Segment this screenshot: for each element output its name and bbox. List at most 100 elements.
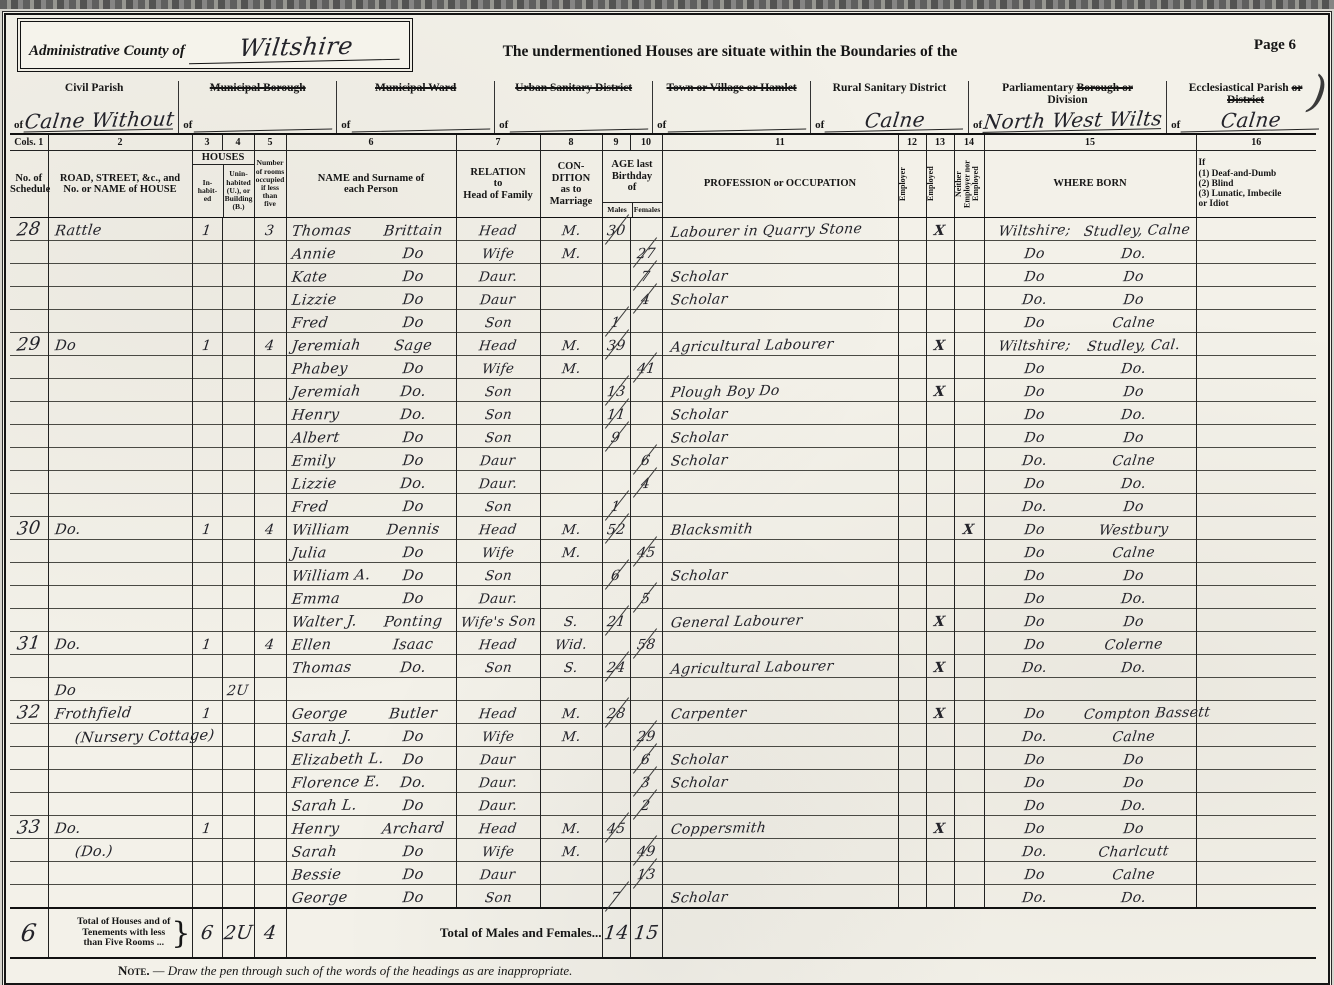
- born-place: Do: [1122, 774, 1145, 792]
- born-county: Do: [1022, 268, 1046, 286]
- person-forename: Lizzie: [290, 291, 338, 309]
- born-county: Do: [1022, 613, 1046, 631]
- sheet-header: Administrative County of Wiltshire The u…: [10, 18, 1329, 119]
- person-surname: Do: [401, 498, 425, 516]
- person-surname: Do: [401, 567, 425, 585]
- house-name: Do.: [53, 636, 82, 654]
- occupation: Agricultural Labourer: [669, 658, 834, 678]
- age-male: 11: [605, 406, 627, 424]
- header-rooms: Number of rooms occupied if less than fi…: [255, 158, 285, 209]
- person-forename: Jeremiah: [290, 337, 362, 355]
- census-sheet: Administrative County of Wiltshire The u…: [4, 13, 1330, 985]
- person-forename: George: [290, 889, 348, 907]
- age-male: 52: [605, 521, 627, 539]
- header-houses: HOUSES: [192, 151, 254, 165]
- houses-inhabited-value: 1: [201, 705, 213, 723]
- census-row: Fred Do Son 1 Do Calne: [10, 309, 1316, 333]
- district-label-part: Division: [1047, 94, 1088, 106]
- born-place: Do: [1122, 268, 1145, 286]
- col-num-7: 7: [455, 134, 540, 151]
- age-female: 49: [635, 843, 657, 861]
- district-label-line2: Division: [973, 94, 1162, 106]
- person-forename: Fred: [290, 499, 329, 516]
- person-surname: Do: [401, 429, 425, 447]
- born-place: Do: [1122, 429, 1145, 447]
- person-surname: Do: [401, 245, 425, 263]
- person-surname: Do: [401, 544, 425, 562]
- age-male: 13: [605, 383, 627, 401]
- of-label: of: [341, 119, 351, 131]
- born-place: Calne: [1111, 314, 1156, 332]
- census-row: Albert Do Son 9 Scholar Do Do: [10, 424, 1316, 448]
- born-place: Do.: [1119, 245, 1147, 263]
- district-ecclesiastical-parish: Ecclesiastical Parish or District of Calne: [1167, 81, 1324, 133]
- col-num-11: 11: [661, 134, 898, 151]
- col-num-2: 2: [47, 134, 192, 151]
- house-name: (Do.): [73, 843, 114, 861]
- house-name: Do: [53, 682, 77, 700]
- born-place: Studley, Calne: [1082, 221, 1191, 241]
- person-surname: Do.: [399, 475, 428, 493]
- total-females: 15: [632, 921, 660, 945]
- relation-to-head: Head: [478, 337, 518, 355]
- born-place: Colerne: [1103, 636, 1164, 654]
- age-male: 39: [605, 337, 627, 355]
- person-surname: Butler: [388, 705, 439, 723]
- person-surname: Do: [401, 889, 425, 907]
- relation-to-head: Head: [478, 222, 518, 240]
- born-place: Do.: [1119, 889, 1147, 907]
- marital-condition: M.: [560, 360, 582, 378]
- person-forename: Bessie: [290, 866, 342, 884]
- employed-mark: X: [933, 820, 947, 838]
- relation-to-head: Son: [483, 314, 513, 332]
- district-label-part: Town or Village or Hamlet: [666, 82, 797, 94]
- born-county: Do: [1022, 521, 1046, 539]
- born-county: Do: [1022, 590, 1046, 608]
- header-age-males: Males: [607, 204, 627, 214]
- col-num-8: 8: [539, 134, 602, 151]
- relation-to-head: Wife's Son: [459, 613, 537, 631]
- marital-condition: S.: [563, 659, 579, 677]
- col-num-9: 9: [601, 134, 630, 151]
- relation-to-head: Wife: [480, 544, 516, 562]
- born-county: Do: [1022, 751, 1046, 769]
- district-value: Calne Without: [23, 106, 176, 134]
- census-row: 29 Do 1 4 Jeremiah Sage Head M. 39 Agricultural L…: [10, 332, 1316, 356]
- marital-condition: M.: [560, 728, 582, 746]
- age-male: 24: [605, 659, 627, 677]
- relation-to-head: Wife: [480, 843, 516, 861]
- census-row: Sarah L. Do Daur. 2 Do Do.: [10, 792, 1316, 816]
- person-surname: Do: [401, 728, 425, 746]
- occupation: Scholar: [669, 774, 729, 792]
- occupation: Agricultural Labourer: [669, 336, 834, 356]
- header-inhabited: In- habit- ed: [197, 177, 218, 204]
- header-relation: RELATION to Head of Family: [463, 166, 533, 201]
- col-num-13: 13: [925, 134, 954, 151]
- relation-to-head: Head: [478, 521, 518, 539]
- header-houses-group: HOUSES In- habit- ed Unin- habited (U.),…: [192, 151, 254, 217]
- relation-to-head: Head: [478, 820, 518, 838]
- of-label: of: [973, 119, 983, 131]
- district-label-part: District: [1227, 94, 1265, 106]
- census-row: George Do Son 7 Scholar Do. Do.: [10, 884, 1316, 908]
- col-num-12: 12: [897, 134, 926, 151]
- district-municipal-borough: Municipal Borough of: [179, 81, 338, 133]
- census-row: Lizzie Do Daur 4 Scholar Do. Do: [10, 286, 1316, 310]
- born-place: Do: [1122, 567, 1145, 585]
- district-of-line: of Calne: [815, 105, 966, 133]
- district-civil-parish: Civil Parish of Calne Without: [10, 81, 180, 134]
- census-row: 31 Do. 1 4 Ellen Isaac Head Wid. 58 Do Colerne: [10, 631, 1316, 655]
- born-county: Do.: [1020, 889, 1048, 907]
- occupation: Blacksmith: [669, 521, 754, 539]
- district-label-part: Civil Parish: [64, 82, 124, 94]
- house-name: (Nursery Cottage): [73, 727, 215, 747]
- person-forename: George: [290, 705, 348, 723]
- born-county: Do: [1022, 797, 1046, 815]
- census-table: Cols. 1 2 3 4 5 6 7 8 9 10 11 12 13 14 1…: [10, 133, 1316, 959]
- district-label-part: Municipal Ward: [375, 82, 457, 94]
- marital-condition: S.: [563, 613, 579, 631]
- person-forename: Thomas: [290, 222, 352, 240]
- born-place: Charlcutt: [1097, 843, 1170, 861]
- total-males: 14: [602, 921, 630, 945]
- born-county: Do: [1022, 544, 1046, 562]
